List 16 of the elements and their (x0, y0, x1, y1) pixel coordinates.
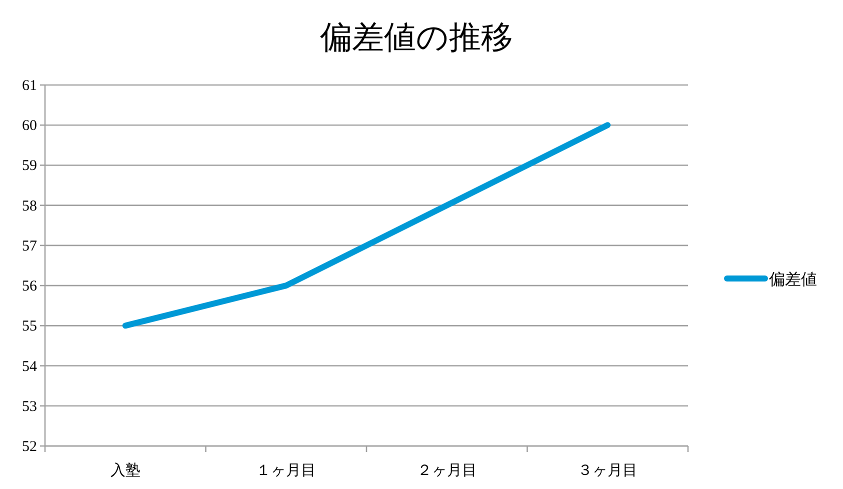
x-tick-label: ３ヶ月目 (578, 463, 638, 479)
y-tick-label: 52 (22, 439, 37, 455)
legend-label: 偏差値 (769, 270, 817, 288)
chart-title: 偏差値の推移 (320, 19, 513, 55)
y-tick-label: 59 (22, 158, 37, 174)
x-tick-label: 入塾 (110, 462, 140, 479)
x-tick-label: ２ヶ月目 (416, 463, 477, 479)
y-tick-label: 58 (22, 198, 37, 214)
x-tick-label: １ヶ月目 (256, 463, 316, 479)
y-tick-label: 60 (22, 118, 37, 134)
y-tick-label: 61 (22, 78, 37, 94)
y-tick-label: 57 (22, 238, 38, 254)
y-tick-label: 53 (22, 398, 37, 415)
y-tick-label: 56 (22, 278, 38, 295)
y-tick-label: 55 (22, 318, 37, 335)
y-tick-label: 54 (22, 358, 38, 375)
